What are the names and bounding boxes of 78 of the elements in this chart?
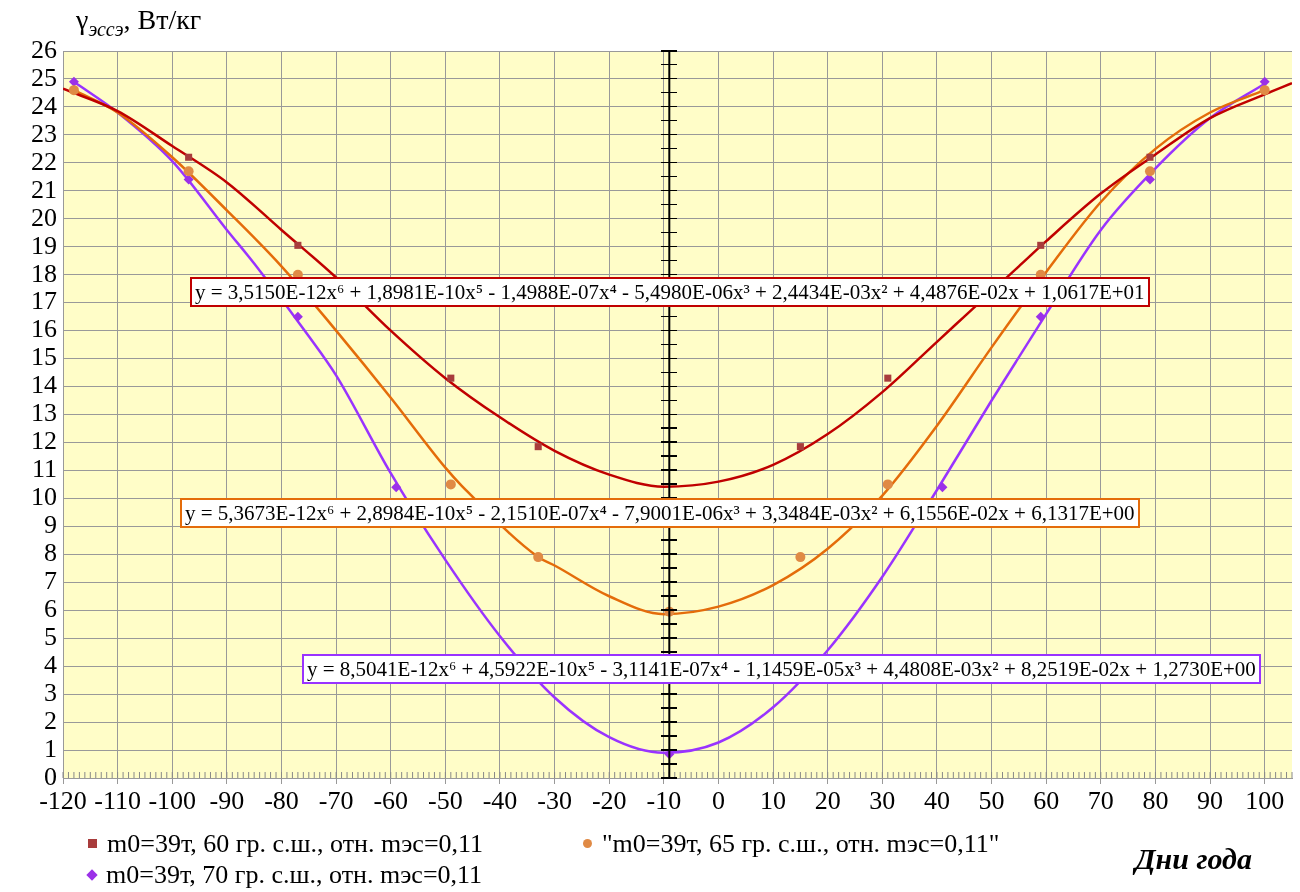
y-tick-label: 22 [31,146,57,176]
legend-label: m0=39т, 60 гр. с.ш., отн. mэс=0,11 [107,828,484,859]
x-tick-label: -70 [318,786,354,816]
y-tick-label: 4 [44,649,57,679]
y-tick-label: 21 [31,174,57,204]
x-tick-label: 100 [1245,786,1285,816]
legend-label: m0=39т, 70 гр. с.ш., отн. mэс=0,11 [106,859,483,890]
y-tick-label: 12 [31,426,57,456]
point [447,374,455,382]
point [534,443,542,451]
y-tick-label: 18 [31,258,57,288]
point [1146,153,1154,161]
y-tick-label: 7 [44,566,57,596]
annotation: y = 3,5150E-12x⁶ + 1,8981E-10x⁵ - 1,4988E-07x⁴ - 5,4980E-06x³ + 2,4434E-03x² + 4,4876E-02x + 1,0617E+01 [190,277,1150,307]
point [292,311,303,322]
point [391,482,402,493]
y-tick-label: 17 [31,286,57,316]
point [1259,85,1270,96]
y-tick-label: 10 [31,482,57,512]
point [533,552,544,563]
point [1037,241,1045,249]
y-tick-label: 11 [31,454,57,484]
y-tick-label: 9 [44,510,57,540]
x-tick-label: 50 [978,786,1005,816]
point [294,241,302,249]
y-tick-label: 1 [44,733,57,763]
x-tick-label: 10 [760,786,787,816]
x-tick-label: -100 [148,786,197,816]
point [1035,311,1046,322]
y-tick-label: 26 [31,34,57,64]
y-tick-label: 13 [31,398,57,428]
point [1259,76,1270,87]
y-tick-label: 16 [31,314,57,344]
x-tick-label: -110 [94,786,141,816]
point [68,76,79,87]
annotation: y = 8,5041E-12x⁶ + 4,5922E-10x⁵ - 3,1141E-07x⁴ - 1,1459E-05x³ + 4,4808E-03x² + 8,2519E-02x + 1,2730E+00 [302,654,1261,684]
annotation: y = 5,3673E-12x⁶ + 2,8984E-10x⁵ - 2,1510E-07x⁴ - 7,9001E-06x³ + 3,3484E-03x² + 6,1556E-02x + 6,1317E+00 [180,498,1140,528]
point [185,153,193,161]
y-tick-label: 14 [31,370,57,400]
x-tick-label: -90 [209,786,245,816]
x-tick-label: -50 [428,786,463,816]
y-tick-label: 3 [44,677,57,707]
x-tick-label: 30 [869,786,896,816]
point [937,482,948,493]
x-tick-label: 90 [1197,786,1224,816]
y-tick-label: 8 [44,538,57,568]
point [796,443,804,451]
y-tick-label: 6 [44,594,57,624]
y-tick-label: 24 [31,90,57,120]
x-tick-label: 80 [1142,786,1169,816]
y-tick-label: 5 [44,622,57,652]
x-tick-label: -10 [646,786,682,816]
point [445,479,456,490]
x-tick-label: -20 [591,786,627,816]
y-tick-label: 19 [31,230,57,260]
point [795,552,806,563]
x-tick-label: 60 [1033,786,1060,816]
x-tick-label: 0 [711,786,725,816]
y-axis-title: γ$_{эссэ}$, Вт/кг [76,4,202,41]
y-tick-label: 15 [31,342,57,372]
x-tick-label: -30 [537,786,572,816]
legend-label: "m0=39т, 65 гр. с.ш., отн. mэс=0,11" [602,828,1000,859]
point [882,479,893,490]
x-tick-label: -40 [482,786,518,816]
point [884,374,892,382]
point [68,85,79,96]
x-tick-label: 20 [814,786,841,816]
y-tick-label: 23 [31,118,57,148]
x-tick-label: 40 [923,786,950,816]
x-tick-label: 70 [1087,786,1114,816]
y-tick-label: 20 [31,202,57,232]
x-tick-label: -80 [264,786,299,816]
x-tick-label: -60 [373,786,409,816]
point [1144,166,1155,177]
line-series [63,81,1292,488]
y-tick-label: 25 [31,62,57,92]
point [183,166,194,177]
y-tick-label: 2 [44,705,57,735]
